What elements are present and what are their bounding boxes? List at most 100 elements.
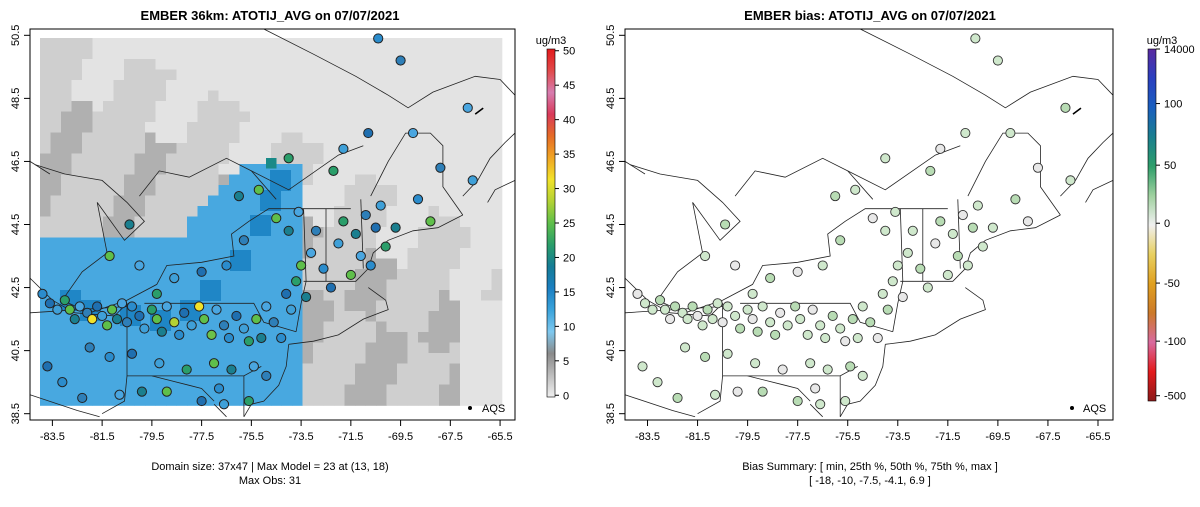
grid-cell xyxy=(82,363,93,375)
grid-cell xyxy=(323,269,335,280)
grid-cell xyxy=(386,311,398,322)
grid-cell xyxy=(71,38,83,49)
border-line xyxy=(151,375,215,402)
grid-cell xyxy=(229,122,240,133)
grid-cell xyxy=(40,395,51,406)
grid-cell xyxy=(71,363,83,375)
grid-cell xyxy=(365,300,377,312)
colorbar-tick-label: 40 xyxy=(563,115,575,127)
grid-cell xyxy=(365,69,377,81)
grid-cell xyxy=(208,101,219,112)
grid-cell xyxy=(124,353,135,364)
grid-cell xyxy=(40,332,51,343)
grid-cell xyxy=(113,269,125,280)
grid-cell xyxy=(218,48,230,60)
bias-site-marker xyxy=(747,288,758,299)
grid-cell xyxy=(208,216,219,228)
grid-cell xyxy=(176,132,188,144)
grid-cell xyxy=(239,164,251,175)
grid-cell xyxy=(428,122,440,133)
border-line xyxy=(734,145,961,197)
grid-cell xyxy=(397,237,408,249)
grid-cell xyxy=(145,122,156,133)
grid-cell xyxy=(386,216,398,228)
grid-cell xyxy=(260,111,272,123)
grid-cell xyxy=(92,279,104,291)
grid-cell xyxy=(470,342,482,354)
grid-cell xyxy=(334,69,345,81)
grid-cell xyxy=(491,321,503,333)
grid-cell xyxy=(313,342,324,354)
grid-cell xyxy=(229,279,240,291)
grid-cell xyxy=(71,206,83,217)
grid-cell xyxy=(481,332,492,343)
bias-site-marker xyxy=(672,392,683,403)
grid-cell xyxy=(439,80,450,91)
grid-cell xyxy=(176,353,188,364)
grid-cell xyxy=(460,374,471,385)
grid-cell xyxy=(166,206,177,217)
obs-site-marker xyxy=(271,213,282,224)
right-legend-label: AQS xyxy=(1083,403,1106,415)
right-colorbar-units: ug/m3 xyxy=(1147,35,1178,47)
grid-cell xyxy=(134,38,146,49)
bias-site-marker xyxy=(850,184,861,195)
grid-cell xyxy=(355,332,366,343)
grid-cell xyxy=(103,164,114,175)
grid-cell xyxy=(323,216,335,228)
grid-cell xyxy=(355,69,366,81)
obs-site-marker xyxy=(37,288,48,299)
grid-cell xyxy=(166,101,177,112)
grid-cell xyxy=(323,311,335,322)
grid-cell xyxy=(407,248,419,259)
grid-cell xyxy=(313,174,324,186)
obs-site-marker xyxy=(44,298,55,309)
grid-cell xyxy=(281,69,293,81)
grid-cell xyxy=(376,353,387,364)
grid-cell xyxy=(40,80,51,91)
y-tick-label: 48.5 xyxy=(10,88,22,109)
grid-cell xyxy=(323,59,335,70)
grid-cell xyxy=(134,132,146,144)
grid-cell xyxy=(397,290,408,301)
obs-site-marker xyxy=(412,194,424,205)
grid-cell xyxy=(197,227,209,238)
grid-cell xyxy=(208,258,219,270)
grid-cell xyxy=(124,384,135,396)
grid-cell xyxy=(239,206,251,217)
grid-cell xyxy=(386,384,398,396)
grid-cell xyxy=(439,185,450,196)
grid-cell xyxy=(428,332,440,343)
grid-cell xyxy=(124,111,135,123)
grid-cell xyxy=(260,90,272,102)
colorbar-tick-label: 5 xyxy=(563,356,569,368)
grid-cell xyxy=(92,111,104,123)
obs-site-marker xyxy=(134,310,145,322)
grid-cell xyxy=(376,90,387,102)
grid-cell xyxy=(334,122,345,133)
grid-cell xyxy=(197,206,209,217)
grid-cell xyxy=(439,290,450,301)
grid-cell xyxy=(197,132,209,144)
grid-cell xyxy=(323,363,335,375)
obs-site-marker xyxy=(291,276,302,287)
grid-cell xyxy=(281,332,293,343)
grid-cell xyxy=(491,38,503,49)
grid-cell xyxy=(134,363,146,375)
grid-cell xyxy=(407,164,419,175)
grid-cell xyxy=(323,185,335,196)
grid-cell xyxy=(397,311,408,322)
grid-cell xyxy=(313,311,324,322)
grid-cell xyxy=(302,227,314,238)
x-tick-label: -83.5 xyxy=(40,431,65,443)
grid-cell xyxy=(355,153,366,165)
grid-cell xyxy=(491,122,503,133)
grid-cell xyxy=(313,248,324,259)
grid-cell xyxy=(460,227,471,238)
grid-cell xyxy=(229,195,240,207)
grid-cell xyxy=(250,248,261,259)
grid-cell xyxy=(302,48,314,60)
grid-cell xyxy=(239,185,251,196)
obs-site-marker xyxy=(305,247,317,258)
grid-cell xyxy=(145,38,156,49)
